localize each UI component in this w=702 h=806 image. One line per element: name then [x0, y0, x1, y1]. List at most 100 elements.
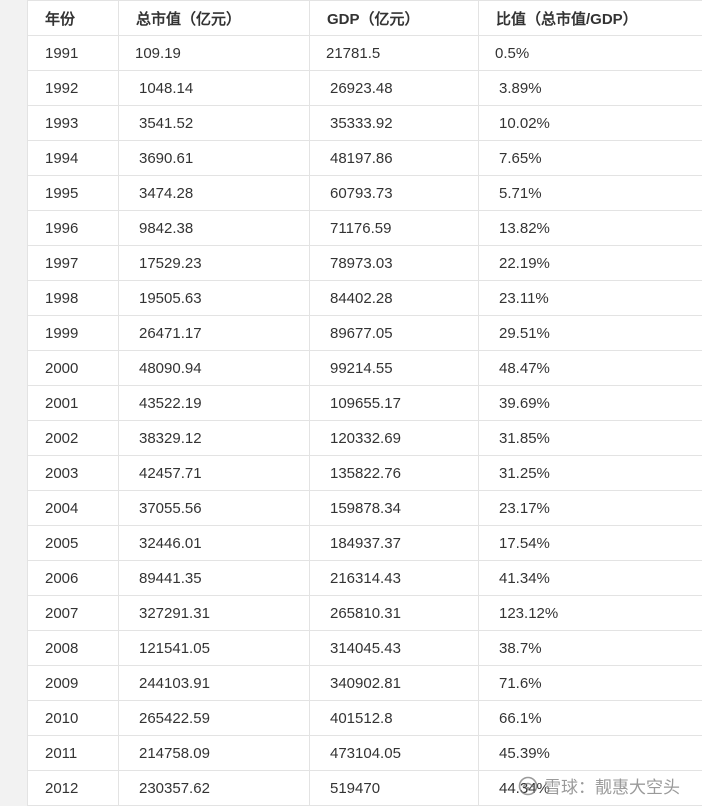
market-cap-cell: 19505.63 [118, 280, 310, 316]
year-cell: 1992 [27, 70, 119, 106]
year-cell: 1997 [27, 245, 119, 281]
table-row: 1997 17529.23 78973.03 22.19% [27, 245, 702, 281]
gdp-cell: 135822.76 [309, 455, 479, 491]
watermark: 雪球：靓惠大空头 [518, 773, 680, 798]
ratio-cell: 123.12% [478, 595, 702, 631]
ratio-cell: 66.1% [478, 700, 702, 736]
ratio-cell: 3.89% [478, 70, 702, 106]
gdp-cell: 216314.43 [309, 560, 479, 596]
ratio-cell: 5.71% [478, 175, 702, 211]
gdp-cell: 84402.28 [309, 280, 479, 316]
market-cap-cell: 89441.35 [118, 560, 310, 596]
gdp-cell: 71176.59 [309, 210, 479, 246]
year-cell: 1991 [27, 35, 119, 71]
gdp-cell: 26923.48 [309, 70, 479, 106]
year-cell: 1994 [27, 140, 119, 176]
market-cap-cell: 32446.01 [118, 525, 310, 561]
year-cell: 2006 [27, 560, 119, 596]
market-cap-cell: 1048.14 [118, 70, 310, 106]
table-row: 2001 43522.19 109655.17 39.69% [27, 385, 702, 421]
ratio-cell: 48.47% [478, 350, 702, 386]
ratio-cell: 22.19% [478, 245, 702, 281]
table-row: 2005 32446.01 184937.37 17.54% [27, 525, 702, 561]
ratio-cell: 29.51% [478, 315, 702, 351]
year-cell: 2011 [27, 735, 119, 771]
table-row: 2007 327291.31 265810.31 123.12% [27, 595, 702, 631]
table-row: 2009 244103.91 340902.81 71.6% [27, 665, 702, 701]
table-row: 2011 214758.09 473104.05 45.39% [27, 735, 702, 771]
gdp-cell: 340902.81 [309, 665, 479, 701]
year-cell: 1996 [27, 210, 119, 246]
gdp-cell: 519470 [309, 770, 479, 806]
market-cap-cell: 3474.28 [118, 175, 310, 211]
gdp-cell: 35333.92 [309, 105, 479, 141]
gdp-cell: 120332.69 [309, 420, 479, 456]
market-cap-cell: 48090.94 [118, 350, 310, 386]
market-cap-cell: 42457.71 [118, 455, 310, 491]
year-cell: 2004 [27, 490, 119, 526]
year-cell: 2001 [27, 385, 119, 421]
header-market-cap: 总市值（亿元） [118, 0, 310, 36]
table-container: 年份 总市值（亿元） GDP（亿元） 比值（总市值/GDP） 1991 109.1… [27, 0, 702, 806]
year-cell: 2005 [27, 525, 119, 561]
gdp-cell: 109655.17 [309, 385, 479, 421]
ratio-cell: 7.65% [478, 140, 702, 176]
table-row: 2000 48090.94 99214.55 48.47% [27, 350, 702, 386]
header-year: 年份 [27, 0, 119, 36]
table-row: 1992 1048.14 26923.48 3.89% [27, 70, 702, 106]
table-row: 1993 3541.52 35333.92 10.02% [27, 105, 702, 141]
year-cell: 1995 [27, 175, 119, 211]
snowball-logo-icon [518, 776, 538, 795]
market-cap-cell: 244103.91 [118, 665, 310, 701]
year-cell: 2002 [27, 420, 119, 456]
ratio-cell: 44.34% [478, 770, 702, 806]
gdp-cell: 89677.05 [309, 315, 479, 351]
watermark-text: 雪球：靓惠大空头 [544, 778, 680, 798]
gdp-cell: 401512.8 [309, 700, 479, 736]
year-cell: 1998 [27, 280, 119, 316]
market-cap-cell: 43522.19 [118, 385, 310, 421]
market-cap-cell: 109.19 [118, 35, 310, 71]
market-cap-gdp-table: 年份 总市值（亿元） GDP（亿元） 比值（总市值/GDP） 1991 109.1… [27, 0, 702, 806]
table-row: 2003 42457.71 135822.76 31.25% [27, 455, 702, 491]
table-row: 2002 38329.12 120332.69 31.85% [27, 420, 702, 456]
year-cell: 2012 [27, 770, 119, 806]
ratio-cell: 39.69% [478, 385, 702, 421]
gdp-cell: 21781.5 [309, 35, 479, 71]
year-cell: 2000 [27, 350, 119, 386]
header-ratio: 比值（总市值/GDP） [478, 0, 702, 36]
market-cap-cell: 38329.12 [118, 420, 310, 456]
ratio-cell: 41.34% [478, 560, 702, 596]
table-row: 2006 89441.35 216314.43 41.34% [27, 560, 702, 596]
gdp-cell: 184937.37 [309, 525, 479, 561]
market-cap-cell: 26471.17 [118, 315, 310, 351]
table-row: 1999 26471.17 89677.05 29.51% [27, 315, 702, 351]
gdp-cell: 99214.55 [309, 350, 479, 386]
table-row: 1998 19505.63 84402.28 23.11% [27, 280, 702, 316]
ratio-cell: 31.25% [478, 455, 702, 491]
year-cell: 2010 [27, 700, 119, 736]
year-cell: 2003 [27, 455, 119, 491]
ratio-cell: 23.11% [478, 280, 702, 316]
gdp-cell: 48197.86 [309, 140, 479, 176]
table-row: 1996 9842.38 71176.59 13.82% [27, 210, 702, 246]
ratio-cell: 17.54% [478, 525, 702, 561]
table-header-row: 年份 总市值（亿元） GDP（亿元） 比值（总市值/GDP） [27, 0, 702, 36]
ratio-cell: 71.6% [478, 665, 702, 701]
year-cell: 1993 [27, 105, 119, 141]
market-cap-cell: 3690.61 [118, 140, 310, 176]
year-cell: 2009 [27, 665, 119, 701]
table-row: 2010 265422.59 401512.8 66.1% [27, 700, 702, 736]
ratio-cell: 13.82% [478, 210, 702, 246]
table-row: 2004 37055.56 159878.34 23.17% [27, 490, 702, 526]
ratio-cell: 31.85% [478, 420, 702, 456]
gdp-cell: 314045.43 [309, 630, 479, 666]
header-gdp: GDP（亿元） [309, 0, 479, 36]
market-cap-cell: 265422.59 [118, 700, 310, 736]
year-cell: 1999 [27, 315, 119, 351]
gdp-cell: 60793.73 [309, 175, 479, 211]
ratio-cell: 10.02% [478, 105, 702, 141]
left-gutter [0, 0, 27, 806]
market-cap-cell: 214758.09 [118, 735, 310, 771]
gdp-cell: 159878.34 [309, 490, 479, 526]
